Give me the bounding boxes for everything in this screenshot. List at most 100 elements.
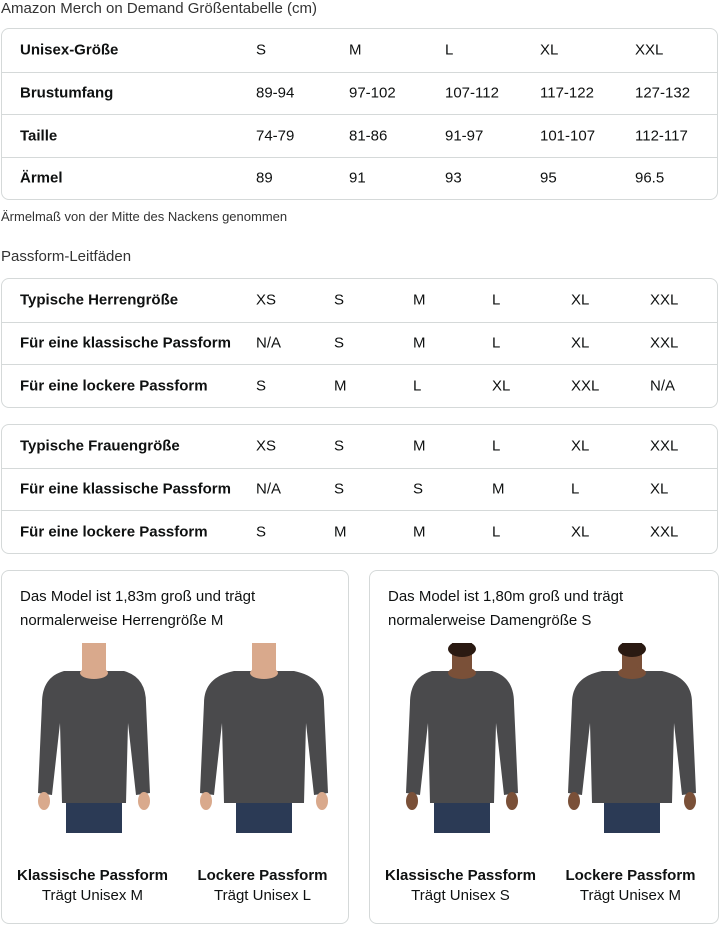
table-cell: XXL xyxy=(635,41,664,59)
model-photo xyxy=(24,643,164,833)
table-cell: XL xyxy=(650,480,669,498)
table-cell: XL xyxy=(571,523,590,541)
row-label: Für eine klassische Passform xyxy=(20,334,231,352)
table-cell: 117-122 xyxy=(540,84,594,102)
table-cell: XXL xyxy=(650,523,679,541)
fit-name: Klassische Passform xyxy=(17,867,168,884)
fit-name: Lockere Passform xyxy=(197,867,328,884)
table-cell: XL xyxy=(571,334,590,352)
women-fit-table: Typische Frauengröße XS S M L XL XXL Für eine k… xyxy=(1,424,718,554)
table-cell: S xyxy=(413,480,424,498)
women-model-card: Das Model ist 1,80m groß und trägt norma… xyxy=(369,570,719,924)
fit-caption: Klassische Passform Trägt Unisex M xyxy=(10,867,175,904)
table-cell: 107-112 xyxy=(445,84,499,102)
table-row: Für eine lockere Passform S M M L XL XXL xyxy=(2,510,717,553)
table-cell: M xyxy=(413,334,426,352)
table-cell: XXL xyxy=(571,377,600,395)
row-label: Typische Frauengröße xyxy=(20,437,180,455)
table-cell: N/A xyxy=(650,377,676,395)
table-row: Für eine lockere Passform S M L XL XXL N/A xyxy=(2,364,717,407)
sleeve-note: Ärmelmaß von der Mitte des Nackens genom… xyxy=(1,209,288,224)
table-cell: XS xyxy=(256,291,277,309)
table-cell: L xyxy=(445,41,454,59)
table-cell: 101-107 xyxy=(540,127,596,145)
table-cell: S xyxy=(334,437,345,455)
table-cell: L xyxy=(413,377,422,395)
table-cell: N/A xyxy=(256,480,282,498)
table-cell: N/A xyxy=(256,334,282,352)
men-model-card: Das Model ist 1,83m groß und trägt norma… xyxy=(1,570,349,924)
table-row: Für eine klassische Passform N/A S M L XL XXL xyxy=(2,321,717,365)
table-cell: L xyxy=(571,480,580,498)
model-photo xyxy=(194,643,334,833)
row-label: Typische Herrengröße xyxy=(20,291,179,309)
table-cell: 89-94 xyxy=(256,84,295,102)
model-description: Das Model ist 1,80m groß und trägt norma… xyxy=(388,588,624,629)
table-row: Typische Herrengröße XS S M L XL XXL xyxy=(2,279,717,322)
table-cell: 93 xyxy=(445,169,462,187)
table-cell: M xyxy=(413,523,426,541)
table-row: Ärmel 89 91 93 95 96.5 xyxy=(2,156,717,200)
table-cell: S xyxy=(334,480,345,498)
table-cell: S xyxy=(256,523,267,541)
table-cell: M xyxy=(334,377,347,395)
table-cell: XL xyxy=(571,437,590,455)
table-cell: XS xyxy=(256,437,277,455)
table-cell: M xyxy=(334,523,347,541)
fit-caption: Lockere Passform Trägt Unisex L xyxy=(180,867,345,904)
table-cell: S xyxy=(334,291,345,309)
table-cell: L xyxy=(492,334,501,352)
table-cell: M xyxy=(413,291,426,309)
table-cell: XXL xyxy=(650,334,679,352)
row-label: Für eine lockere Passform xyxy=(20,523,208,541)
fit-size: Trägt Unisex M xyxy=(41,887,144,904)
row-label: Unisex-Größe xyxy=(20,41,119,59)
table-cell: 89 xyxy=(256,169,273,187)
fit-size: Trägt Unisex S xyxy=(411,887,510,904)
table-cell: XL xyxy=(571,291,590,309)
table-cell: L xyxy=(492,291,501,309)
row-label: Für eine klassische Passform xyxy=(20,480,231,498)
row-label: Für eine lockere Passform xyxy=(20,377,208,395)
table-cell: S xyxy=(256,41,267,59)
fit-guide-title: Passform-Leitfäden xyxy=(1,248,132,265)
table-cell: M xyxy=(349,41,362,59)
table-cell: XL xyxy=(492,377,511,395)
table-row: Brustumfang 89-94 97-102 107-112 117-122 127-… xyxy=(2,71,717,115)
table-cell: XXL xyxy=(650,437,679,455)
men-fit-table: Typische Herrengröße XS S M L XL XXL Für eine k… xyxy=(1,278,718,408)
fit-name: Klassische Passform xyxy=(385,867,536,884)
size-table: Unisex-Größe S M L XL XXL Brustumfang 89-94 97-1… xyxy=(1,28,718,200)
fit-caption: Klassische Passform Trägt Unisex S xyxy=(378,867,543,904)
table-row: Unisex-Größe S M L XL XXL xyxy=(2,29,717,72)
table-cell: 91-97 xyxy=(445,127,484,145)
model-photo xyxy=(392,641,532,833)
row-label: Taille xyxy=(20,127,58,145)
model-description: Das Model ist 1,83m groß und trägt norma… xyxy=(20,588,256,629)
table-cell: L xyxy=(492,437,501,455)
model-photo xyxy=(562,641,702,833)
fit-caption: Lockere Passform Trägt Unisex M xyxy=(548,867,713,904)
table-cell: M xyxy=(492,480,505,498)
fit-size: Trägt Unisex L xyxy=(214,887,311,904)
table-row: Typische Frauengröße XS S M L XL XXL xyxy=(2,425,717,468)
table-cell: 91 xyxy=(349,169,366,187)
table-cell: XL xyxy=(540,41,559,59)
table-cell: 74-79 xyxy=(256,127,295,145)
fit-name: Lockere Passform xyxy=(565,867,696,884)
fit-size: Trägt Unisex M xyxy=(579,887,682,904)
table-cell: M xyxy=(413,437,426,455)
table-cell: S xyxy=(256,377,267,395)
table-cell: 127-132 xyxy=(635,84,691,102)
table-row: Taille 74-79 81-86 91-97 101-107 112-117 xyxy=(2,114,717,157)
table-cell: 81-86 xyxy=(349,127,388,145)
page-title: Amazon Merch on Demand Größentabelle (cm… xyxy=(1,0,317,17)
table-cell: L xyxy=(492,523,501,541)
row-label: Brustumfang xyxy=(20,84,114,102)
row-label: Ärmel xyxy=(20,169,63,187)
table-cell: 95 xyxy=(540,169,557,187)
table-cell: S xyxy=(334,334,345,352)
table-cell: 96.5 xyxy=(635,169,665,187)
table-row: Für eine klassische Passform N/A S S M L XL xyxy=(2,467,717,511)
table-cell: XXL xyxy=(650,291,679,309)
